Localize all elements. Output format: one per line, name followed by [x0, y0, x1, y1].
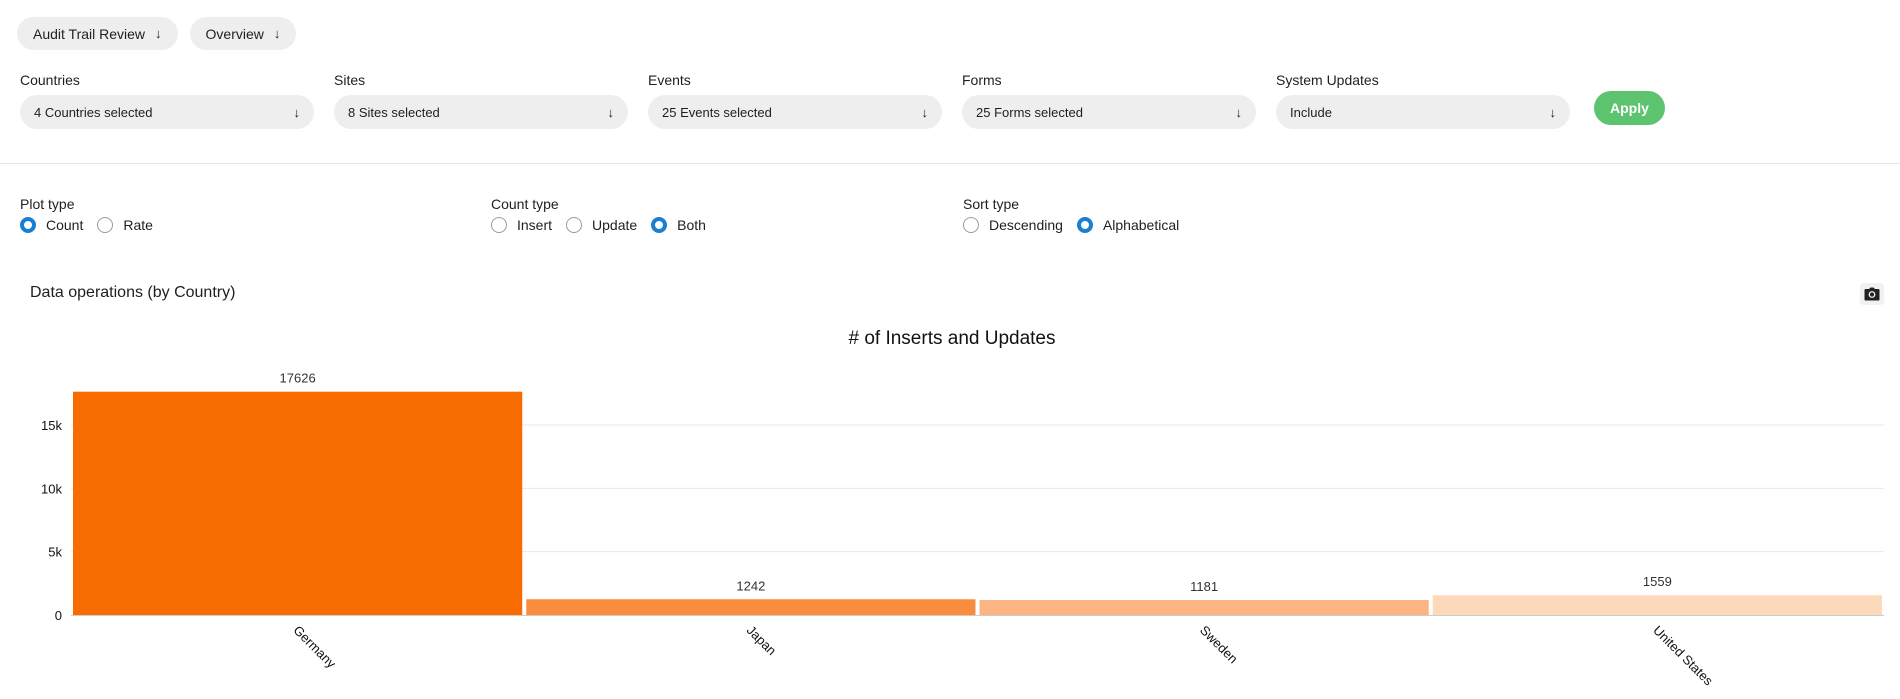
- count-type-insert-label: Insert: [517, 217, 553, 233]
- arrow-down-icon: ↓: [1549, 104, 1557, 120]
- overview-label: Overview: [205, 25, 264, 42]
- chart-title: # of Inserts and Updates: [848, 328, 1055, 349]
- events-select[interactable]: 25 Events selected ↓: [648, 95, 942, 129]
- events-value: 25 Events selected: [662, 104, 772, 120]
- radio-checked-icon: [20, 217, 36, 233]
- bar-united-states[interactable]: [1432, 595, 1882, 615]
- radio-unchecked-icon: [491, 217, 507, 233]
- data-label: 1181: [1190, 579, 1218, 594]
- data-labels: 17626 1242 1181 1559: [280, 371, 1672, 594]
- forms-filter: Forms 25 Forms selected ↓: [962, 72, 1256, 129]
- data-label: 17626: [280, 371, 316, 386]
- audit-trail-review-dropdown[interactable]: Audit Trail Review ↓: [17, 17, 178, 50]
- y-tick-label: 15k: [41, 418, 62, 433]
- forms-value: 25 Forms selected: [976, 104, 1083, 120]
- system-updates-filter: System Updates Include ↓: [1276, 72, 1570, 129]
- x-tick-label: United States: [1650, 623, 1716, 689]
- arrow-down-icon: ↓: [293, 104, 301, 120]
- count-type-update-label: Update: [592, 217, 638, 233]
- arrow-down-icon: ↓: [155, 26, 162, 41]
- top-tabs: Audit Trail Review ↓ Overview ↓: [17, 17, 297, 50]
- arrow-down-icon: ↓: [1235, 104, 1243, 120]
- countries-filter: Countries 4 Countries selected ↓: [20, 72, 314, 129]
- forms-label: Forms: [962, 72, 1002, 88]
- count-type-title: Count type: [491, 196, 559, 212]
- bar-japan[interactable]: [526, 599, 976, 615]
- system-updates-select[interactable]: Include ↓: [1276, 95, 1570, 129]
- plot-type-count-radio[interactable]: Count: [20, 217, 83, 233]
- forms-select[interactable]: 25 Forms selected ↓: [962, 95, 1256, 129]
- count-type-insert-radio[interactable]: Insert: [491, 217, 552, 233]
- plot-type-title: Plot type: [20, 196, 75, 212]
- data-label: 1559: [1643, 574, 1672, 589]
- arrow-down-icon: ↓: [921, 104, 929, 120]
- arrow-down-icon: ↓: [273, 26, 281, 41]
- apply-button[interactable]: Apply: [1594, 91, 1665, 125]
- x-tick-label: Sweden: [1197, 623, 1241, 667]
- countries-value: 4 Countries selected: [34, 104, 153, 120]
- count-type-both-label: Both: [677, 217, 706, 233]
- plot-type-rate-radio[interactable]: Rate: [97, 217, 153, 233]
- panel-title: Data operations (by Country): [30, 284, 236, 301]
- system-updates-label: System Updates: [1276, 72, 1379, 88]
- x-tick-label: Japan: [744, 623, 780, 659]
- radio-checked-icon: [1076, 217, 1093, 233]
- plot-type-count-label: Count: [46, 217, 84, 233]
- overview-dropdown[interactable]: Overview ↓: [189, 17, 297, 50]
- events-label: Events: [648, 72, 691, 88]
- count-type-update-radio[interactable]: Update: [566, 217, 637, 233]
- sites-label: Sites: [334, 72, 366, 88]
- section-divider: [0, 163, 1900, 164]
- sites-value: 8 Sites selected: [348, 104, 440, 120]
- data-label: 1242: [736, 578, 765, 593]
- count-type-both-radio[interactable]: Both: [651, 217, 706, 233]
- events-filter: Events 25 Events selected ↓: [648, 72, 942, 129]
- y-tick-label: 0: [55, 608, 62, 623]
- bar-chart: # of Inserts and Updates 17626 1242 1181 15…: [41, 328, 1884, 689]
- count-type-group: Count type Insert Update Both: [491, 196, 720, 233]
- bar-germany[interactable]: [73, 391, 523, 615]
- radio-unchecked-icon: [97, 217, 114, 233]
- x-axis: Germany Japan Sweden United States: [71, 615, 1884, 689]
- sort-type-alphabetical-label: Alphabetical: [1102, 217, 1180, 233]
- radio-unchecked-icon: [566, 217, 583, 233]
- sort-type-descending-label: Descending: [989, 217, 1063, 233]
- bar-sweden[interactable]: [979, 600, 1429, 615]
- camera-icon[interactable]: [1860, 283, 1884, 305]
- sort-type-descending-radio[interactable]: Descending: [963, 217, 1063, 233]
- sort-type-group: Sort type Descending Alphabetical: [963, 196, 1193, 233]
- sort-type-alphabetical-radio[interactable]: Alphabetical: [1076, 217, 1180, 233]
- y-axis: 0 5k 10k 15k: [41, 418, 62, 623]
- x-tick-label: Germany: [291, 623, 340, 672]
- sites-filter: Sites 8 Sites selected ↓: [334, 72, 628, 129]
- y-tick-label: 10k: [41, 481, 62, 496]
- arrow-down-icon: ↓: [607, 104, 615, 120]
- countries-label: Countries: [20, 72, 80, 88]
- sort-type-title: Sort type: [963, 196, 1020, 212]
- audit-trail-review-label: Audit Trail Review: [33, 25, 146, 42]
- system-updates-value: Include: [1290, 104, 1332, 120]
- sites-select[interactable]: 8 Sites selected ↓: [334, 95, 628, 129]
- filter-bar: Countries 4 Countries selected ↓ Sites 8…: [20, 72, 1665, 129]
- plot-type-group: Plot type Count Rate: [20, 196, 167, 233]
- radio-unchecked-icon: [963, 217, 979, 233]
- radio-checked-icon: [651, 217, 668, 233]
- y-tick-label: 5k: [48, 545, 62, 560]
- bars: [73, 391, 1882, 615]
- countries-select[interactable]: 4 Countries selected ↓: [20, 95, 314, 129]
- plot-type-rate-label: Rate: [123, 217, 153, 233]
